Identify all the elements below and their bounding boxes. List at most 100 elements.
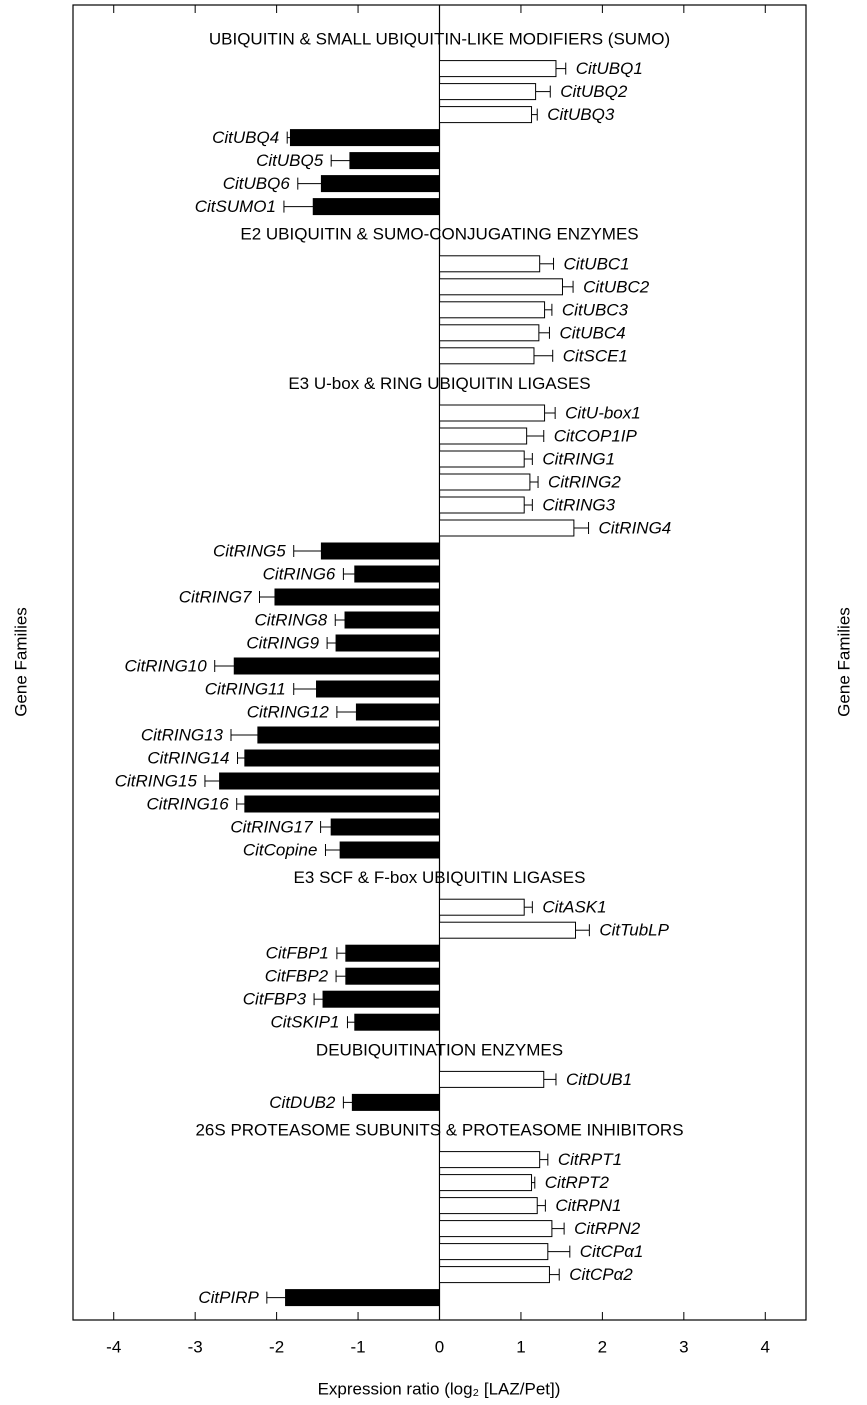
group-title: 26S PROTEASOME SUBUNITS & PROTEASOME INH… [195, 1120, 683, 1139]
bar [330, 818, 441, 836]
category-label: CitTubLP [599, 921, 669, 940]
category-label: CitUBQ2 [560, 82, 628, 101]
category-label: CitUBQ5 [256, 151, 324, 170]
category-label: CitCPα2 [569, 1265, 633, 1284]
bar [439, 450, 525, 468]
category-label: CitCopine [243, 840, 318, 859]
category-label: CitDUB2 [269, 1093, 336, 1112]
bar [274, 588, 440, 606]
category-label: CitRING11 [205, 679, 286, 698]
x-tick-label: 0 [435, 1337, 444, 1356]
bar [439, 1243, 549, 1261]
category-label: CitUBQ6 [223, 174, 291, 193]
bar [439, 1220, 553, 1238]
category-label: CitRING9 [246, 633, 319, 652]
bar [439, 301, 546, 319]
bar [439, 106, 533, 124]
x-tick-label: 4 [761, 1337, 770, 1356]
bar [257, 726, 440, 744]
category-label: CitUBC1 [564, 254, 630, 273]
x-tick-label: -2 [269, 1337, 284, 1356]
y-axis-label: Gene Families [834, 607, 853, 717]
bar [439, 921, 577, 939]
group-title: E3 U-box & RING UBIQUITIN LIGASES [288, 374, 590, 393]
bar [312, 198, 440, 216]
group-title: DEUBIQUITINATION ENZYMES [316, 1040, 563, 1059]
bar [439, 255, 541, 273]
bar [244, 749, 440, 767]
category-label: CitU-box1 [565, 403, 641, 422]
category-label: CitFBP2 [265, 967, 329, 986]
category-label: CitPIRP [198, 1288, 259, 1307]
category-label: CitSUMO1 [195, 197, 276, 216]
bar [439, 347, 535, 365]
category-label: CitRING3 [542, 495, 615, 514]
category-label: CitFBP1 [266, 944, 329, 963]
category-label: CitRING13 [141, 725, 224, 744]
category-label: CitUBC3 [562, 300, 629, 319]
bar [439, 427, 528, 445]
bar [320, 175, 440, 193]
category-label: CitRING1 [542, 449, 615, 468]
bar [439, 83, 537, 101]
category-label: CitRPT1 [558, 1150, 622, 1169]
category-label: CitRING17 [230, 817, 313, 836]
x-axis-label: Expression ratio (log₂ [LAZ/Pet]) [318, 1379, 561, 1398]
category-label: CitUBQ1 [576, 59, 643, 78]
bar [339, 841, 441, 859]
category-label: CitCOP1IP [554, 426, 638, 445]
bar [439, 404, 546, 422]
x-tick-label: -1 [350, 1337, 365, 1356]
bar [439, 324, 540, 342]
bar [439, 473, 531, 491]
x-tick-label: -4 [106, 1337, 121, 1356]
bar [322, 990, 441, 1008]
bar [439, 519, 575, 537]
x-tick-label: 2 [598, 1337, 607, 1356]
category-label: CitRING14 [147, 748, 229, 767]
category-label: CitRING12 [247, 702, 330, 721]
category-label: CitDUB1 [566, 1070, 632, 1089]
category-label: CitRING7 [179, 587, 252, 606]
group-title: E2 UBIQUITIN & SUMO-CONJUGATING ENZYMES [240, 225, 638, 244]
category-label: CitFBP3 [243, 990, 307, 1009]
bar [439, 1174, 533, 1192]
category-label: CitUBC2 [583, 277, 650, 296]
bar [439, 1070, 545, 1088]
bar [320, 542, 440, 560]
group-title: E3 SCF & F-box UBIQUITIN LIGASES [294, 868, 586, 887]
category-label: CitSKIP1 [270, 1013, 339, 1032]
bar [439, 496, 525, 514]
y-axis-label: Gene Families [11, 607, 30, 717]
category-label: CitASK1 [542, 898, 606, 917]
bar [289, 129, 440, 147]
category-label: CitUBC4 [559, 323, 625, 342]
category-label: CitRING8 [255, 610, 328, 629]
category-label: CitRING4 [599, 518, 672, 537]
bar [355, 703, 440, 721]
bar [354, 1013, 441, 1031]
category-label: CitSCE1 [563, 346, 628, 365]
bar [439, 1266, 550, 1284]
bar [233, 657, 440, 675]
bar [439, 1151, 541, 1169]
bar [439, 278, 563, 296]
bar [285, 1289, 440, 1307]
category-label: CitRING10 [125, 656, 208, 675]
category-label: CitRING16 [147, 794, 230, 813]
category-label: CitRING6 [263, 564, 336, 583]
bar [344, 611, 440, 629]
category-label: CitUBQ3 [547, 105, 615, 124]
bar [439, 898, 525, 916]
bar [349, 152, 440, 170]
category-label: CitRING5 [213, 541, 286, 560]
category-label: CitCPα1 [580, 1242, 644, 1261]
category-label: CitRPN2 [574, 1219, 641, 1238]
bar [354, 565, 441, 583]
group-title: UBIQUITIN & SMALL UBIQUITIN-LIKE MODIFIE… [209, 29, 670, 48]
bar [345, 967, 441, 985]
category-label: CitUBQ4 [212, 128, 279, 147]
x-tick-label: -3 [188, 1337, 203, 1356]
bar [335, 634, 440, 652]
category-label: CitRPN1 [555, 1196, 621, 1215]
